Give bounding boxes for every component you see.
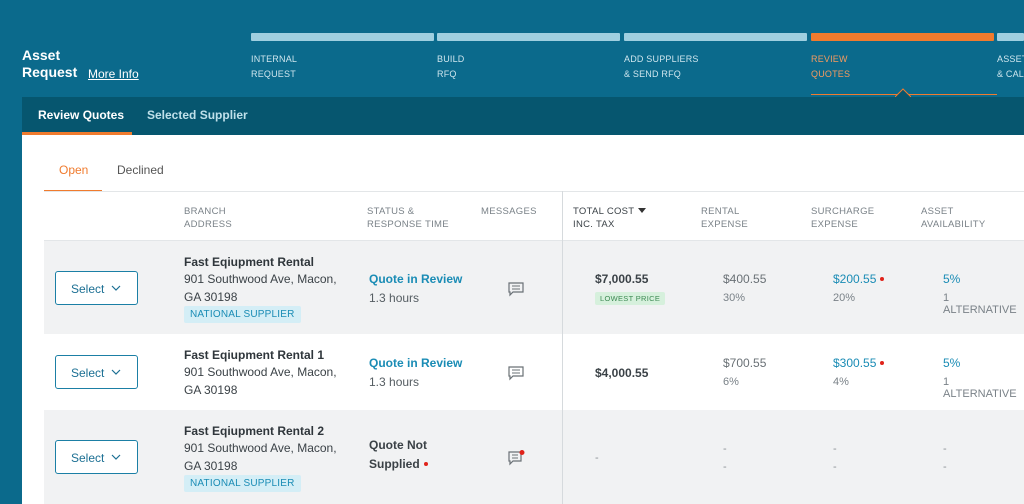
rental-expense: $700.55: [723, 356, 767, 370]
status-text[interactable]: Quote in Review: [369, 356, 463, 370]
asset-availability[interactable]: 5%: [943, 272, 961, 286]
table-row: Select Fast Eqiupment Rental 901 Southwo…: [44, 241, 1024, 334]
tab-selected-supplier[interactable]: Selected Supplier: [147, 108, 248, 122]
status-text[interactable]: Quote in Review: [369, 272, 463, 286]
lowest-price-badge: LOWEST PRICE: [595, 292, 666, 305]
column-divider: [562, 191, 563, 504]
alternative-count: 1 ALTERNATIVE: [943, 376, 1017, 400]
column-header-messages: MESSAGES: [481, 206, 537, 217]
response-time: 1.3 hours: [369, 375, 420, 389]
step-add-suppliers: ADD SUPPLIERS & SEND RFQ: [624, 33, 807, 97]
more-info-link[interactable]: More Info: [88, 67, 139, 81]
sort-desc-icon[interactable]: [638, 208, 647, 213]
supplier-address: 901 Southwood Ave, Macon, GA 30198: [184, 441, 337, 473]
quotes-panel: Open Declined BRANCH ADDRESS STATUS & RESP…: [22, 135, 1024, 504]
rental-expense: $400.55: [723, 272, 767, 286]
page-title: Asset Request: [22, 47, 78, 80]
subnav: Review Quotes Selected Supplier: [22, 97, 1024, 135]
alert-dot-icon: [423, 462, 428, 466]
step-asset-call: ASSET& CALL: [997, 33, 1024, 97]
supplier-name: Fast Eqiupment Rental 2: [184, 424, 325, 438]
asset-availability: -: [943, 443, 947, 455]
column-header-status: STATUS & RESPONSE TIME: [367, 206, 449, 230]
supplier-address: 901 Southwood Ave, Macon, GA 30198: [184, 365, 337, 397]
status-text: Quote Not Supplied: [369, 438, 428, 471]
column-header-total-cost[interactable]: TOTAL COST INC. TAX: [573, 205, 647, 231]
rental-pct: 30%: [723, 292, 746, 304]
column-header-rental: RENTAL EXPENSE: [701, 206, 748, 230]
supplier-name: Fast Eqiupment Rental: [184, 255, 315, 269]
response-time: 1.3 hours: [369, 291, 420, 305]
surcharge-expense[interactable]: $200.55: [833, 272, 885, 286]
filter-tab-open[interactable]: Open: [59, 163, 89, 177]
surcharge-expense: -: [833, 443, 837, 455]
alternative-count: -: [943, 461, 947, 473]
table-row: Select Fast Eqiupment Rental 1 901 South…: [44, 334, 1024, 410]
column-header-surcharge: SURCHARGE EXPENSE: [811, 206, 875, 230]
divider: [44, 191, 1024, 192]
total-cost: -: [595, 452, 599, 464]
rental-pct: -: [723, 461, 727, 473]
chevron-down-icon: [111, 454, 121, 460]
supplier-address: 901 Southwood Ave, Macon, GA 30198: [184, 272, 337, 304]
total-cost: $7,000.55: [595, 272, 649, 286]
supplier-name: Fast Eqiupment Rental 1: [184, 348, 325, 362]
total-cost: $4,000.55: [595, 366, 649, 380]
message-icon[interactable]: [507, 365, 525, 381]
chevron-down-icon: [111, 369, 121, 375]
alert-dot-icon: [880, 361, 885, 365]
step-build-rfq: BUILD RFQ: [437, 33, 620, 97]
select-dropdown[interactable]: Select: [55, 271, 138, 305]
national-supplier-badge: NATIONAL SUPPLIER: [184, 306, 301, 323]
surcharge-pct: 4%: [833, 376, 849, 388]
rental-pct: 6%: [723, 376, 739, 388]
surcharge-pct: 20%: [833, 292, 856, 304]
select-dropdown[interactable]: Select: [55, 440, 138, 474]
step-internal-request: INTERNAL REQUEST: [251, 33, 434, 97]
chevron-down-icon: [111, 285, 121, 291]
select-dropdown[interactable]: Select: [55, 355, 138, 389]
surcharge-expense[interactable]: $300.55: [833, 356, 885, 370]
table-row: Select Fast Eqiupment Rental 2 901 South…: [44, 410, 1024, 504]
active-step-caret-icon: [895, 88, 911, 97]
rental-expense: -: [723, 443, 727, 455]
surcharge-pct: -: [833, 461, 837, 473]
national-supplier-badge: NATIONAL SUPPLIER: [184, 475, 301, 492]
column-header-availability: ASSET AVAILABILITY: [921, 206, 986, 230]
alert-dot-icon: [880, 277, 885, 281]
alternative-count: 1 ALTERNATIVE: [943, 292, 1017, 316]
header: Asset Request More Info INTERNAL REQUEST …: [0, 0, 1024, 97]
asset-availability[interactable]: 5%: [943, 356, 961, 370]
divider: [44, 240, 1024, 241]
active-tab-indicator: [22, 132, 132, 135]
filter-tab-declined[interactable]: Declined: [117, 163, 164, 177]
tab-review-quotes[interactable]: Review Quotes: [38, 108, 125, 122]
message-unread-icon[interactable]: [507, 450, 525, 466]
message-icon[interactable]: [507, 281, 525, 297]
column-header-branch: BRANCH ADDRESS: [184, 206, 233, 230]
